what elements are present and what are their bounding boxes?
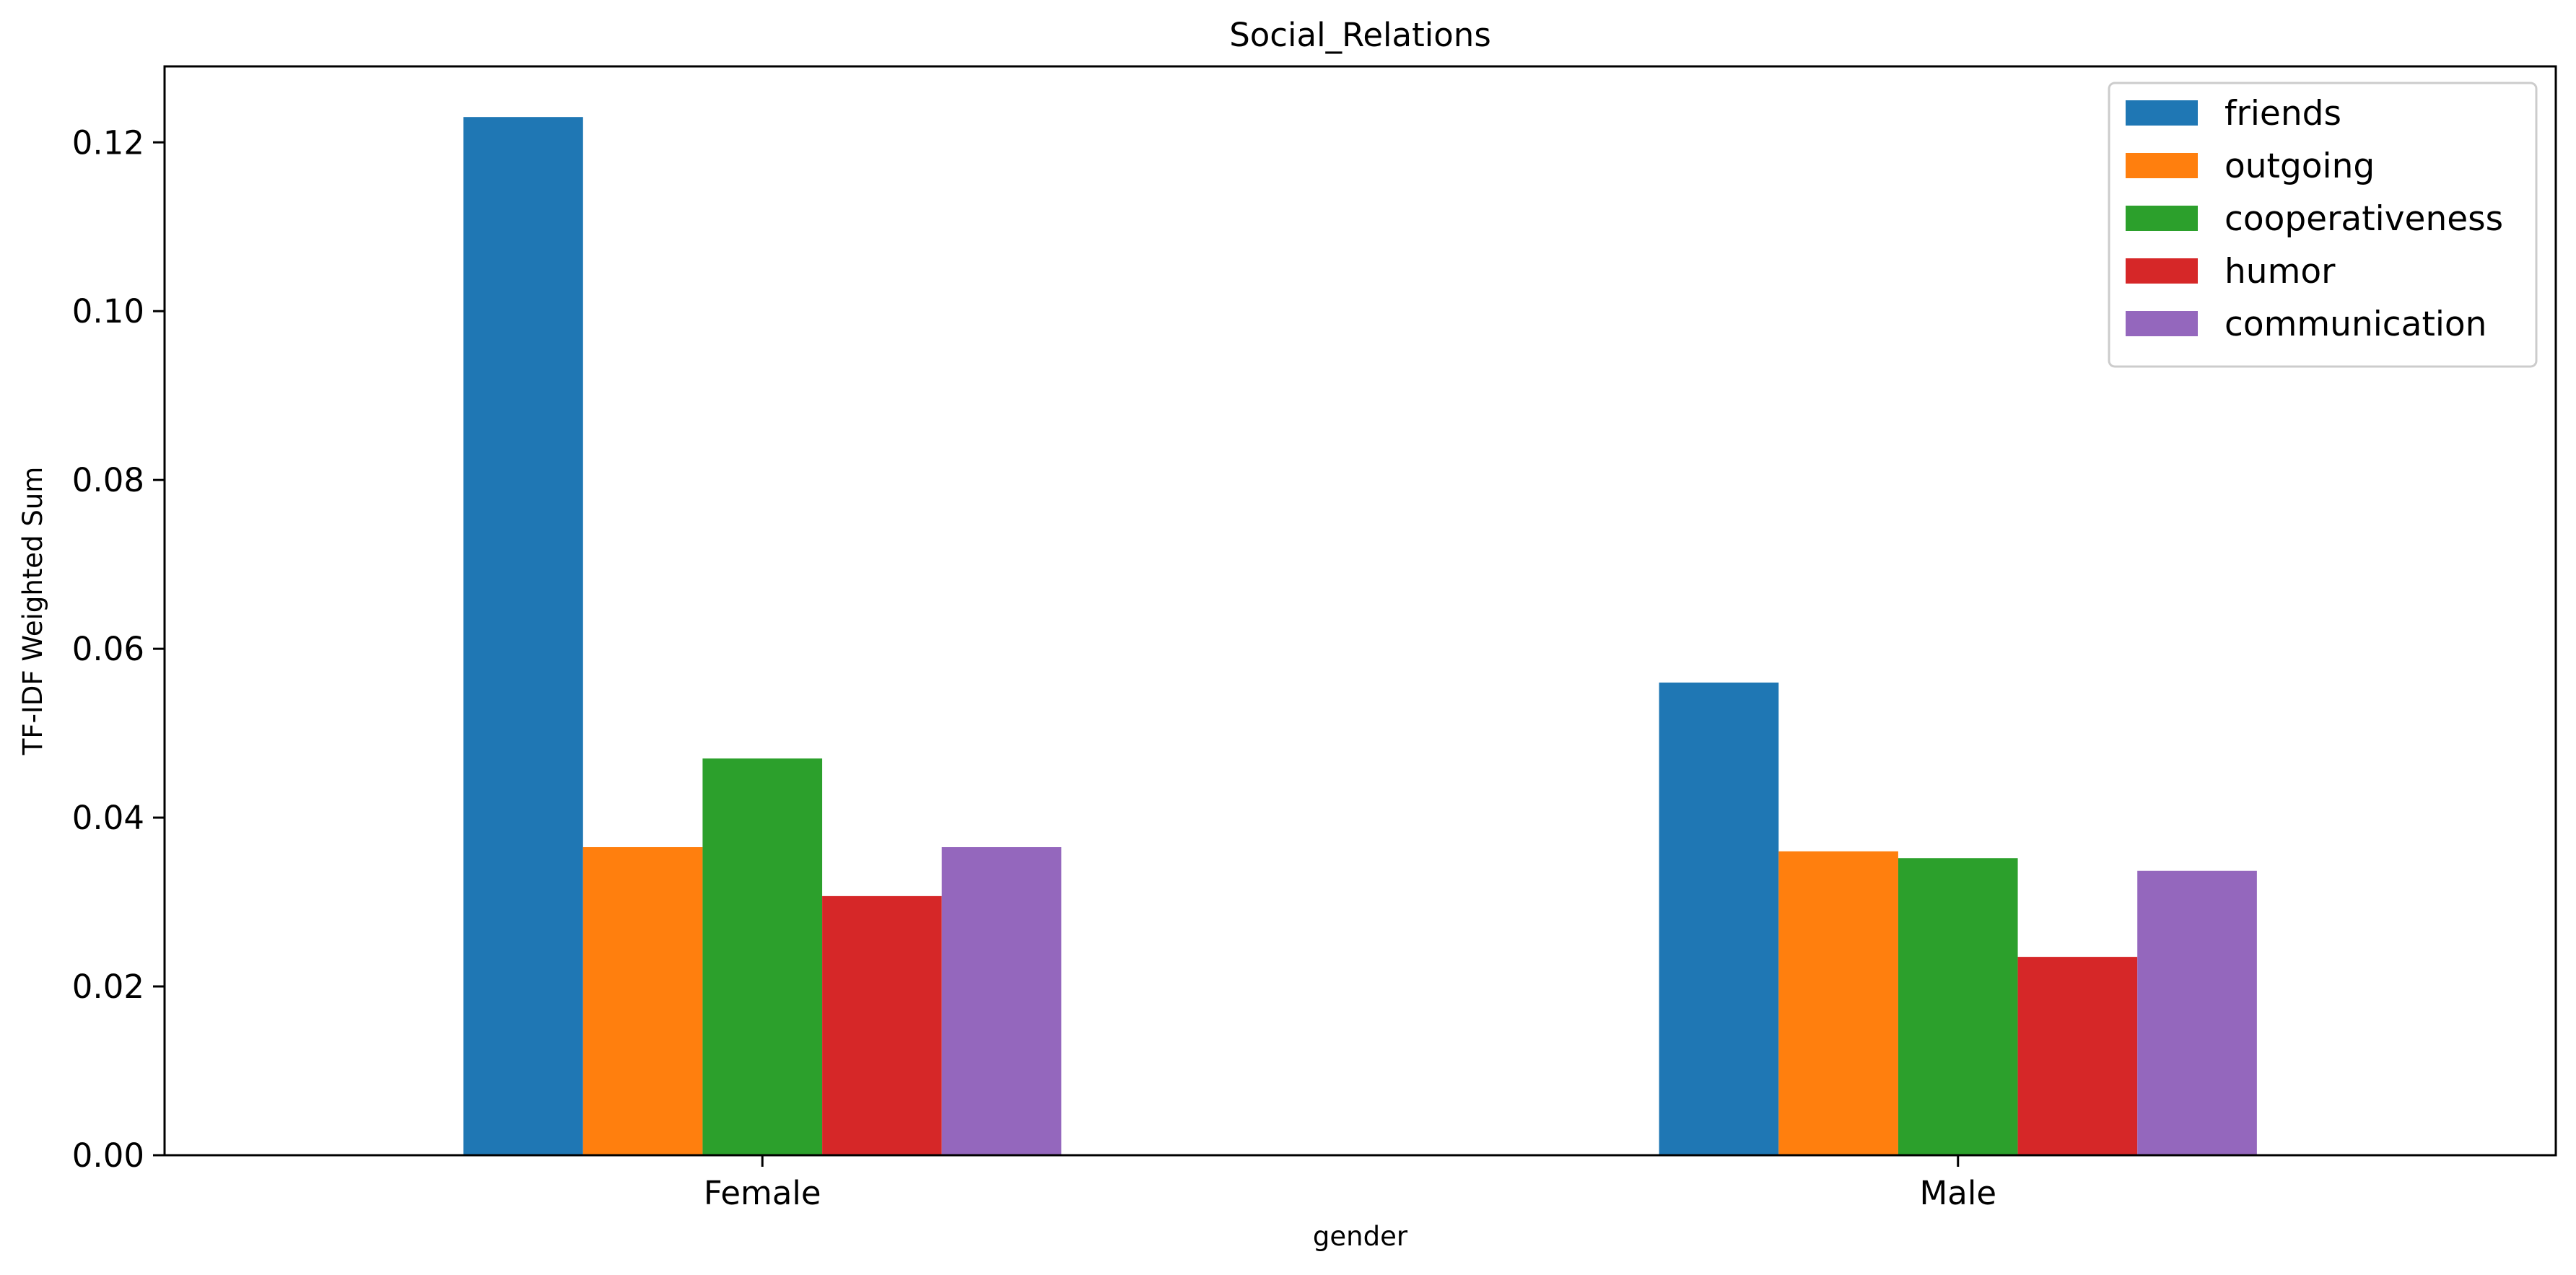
x-axis-ticks: Female Male — [704, 1155, 1996, 1212]
x-axis-label: gender — [1313, 1221, 1408, 1252]
legend: friends outgoing cooperativeness humor commu… — [2108, 82, 2538, 368]
legend-label-communication: communication — [2224, 304, 2487, 344]
legend-swatch-friends — [2126, 100, 2198, 126]
y-tick-label: 0.00 — [72, 1136, 144, 1175]
plot-area-frame — [163, 65, 2557, 1157]
y-tick-label: 0.12 — [72, 123, 144, 162]
bar-male-friends — [1659, 682, 1779, 1155]
legend-label-humor: humor — [2224, 252, 2336, 292]
bar-female-outgoing — [582, 847, 703, 1155]
y-axis-label: TF-IDF Weighted Sum — [17, 467, 48, 756]
legend-label-friends: friends — [2224, 94, 2341, 133]
legend-box — [2108, 82, 2538, 368]
y-axis-ticks: 0.00 0.02 0.04 0.06 0.08 0.10 0.12 — [72, 123, 165, 1175]
y-tick-label: 0.04 — [72, 799, 144, 837]
bar-female-humor — [822, 895, 942, 1155]
bar-male-communication — [2137, 870, 2257, 1155]
legend-swatch-outgoing — [2126, 153, 2198, 178]
x-tick-label-male: Male — [1919, 1174, 1996, 1212]
chart-title: Social_Relations — [1229, 16, 1491, 54]
legend-label-cooperativeness: cooperativeness — [2224, 199, 2503, 239]
y-tick-label: 0.06 — [72, 630, 144, 668]
legend-swatch-cooperativeness — [2126, 206, 2198, 231]
legend-label-outgoing: outgoing — [2224, 146, 2375, 186]
legend-swatch-humor — [2126, 258, 2198, 284]
bar-male-outgoing — [1778, 851, 1898, 1155]
y-tick-label: 0.10 — [72, 292, 144, 330]
legend-swatch-communication — [2126, 311, 2198, 336]
bar-female-friends — [463, 117, 583, 1156]
x-tick-label-female: Female — [704, 1174, 821, 1212]
bar-male-cooperativeness — [1898, 858, 2018, 1155]
y-tick-label: 0.02 — [72, 968, 144, 1006]
bar-male-humor — [2017, 957, 2138, 1155]
bars-group — [463, 117, 2257, 1156]
y-tick-label: 0.08 — [72, 461, 144, 499]
bar-female-cooperativeness — [702, 758, 823, 1155]
bar-female-communication — [941, 847, 1062, 1155]
